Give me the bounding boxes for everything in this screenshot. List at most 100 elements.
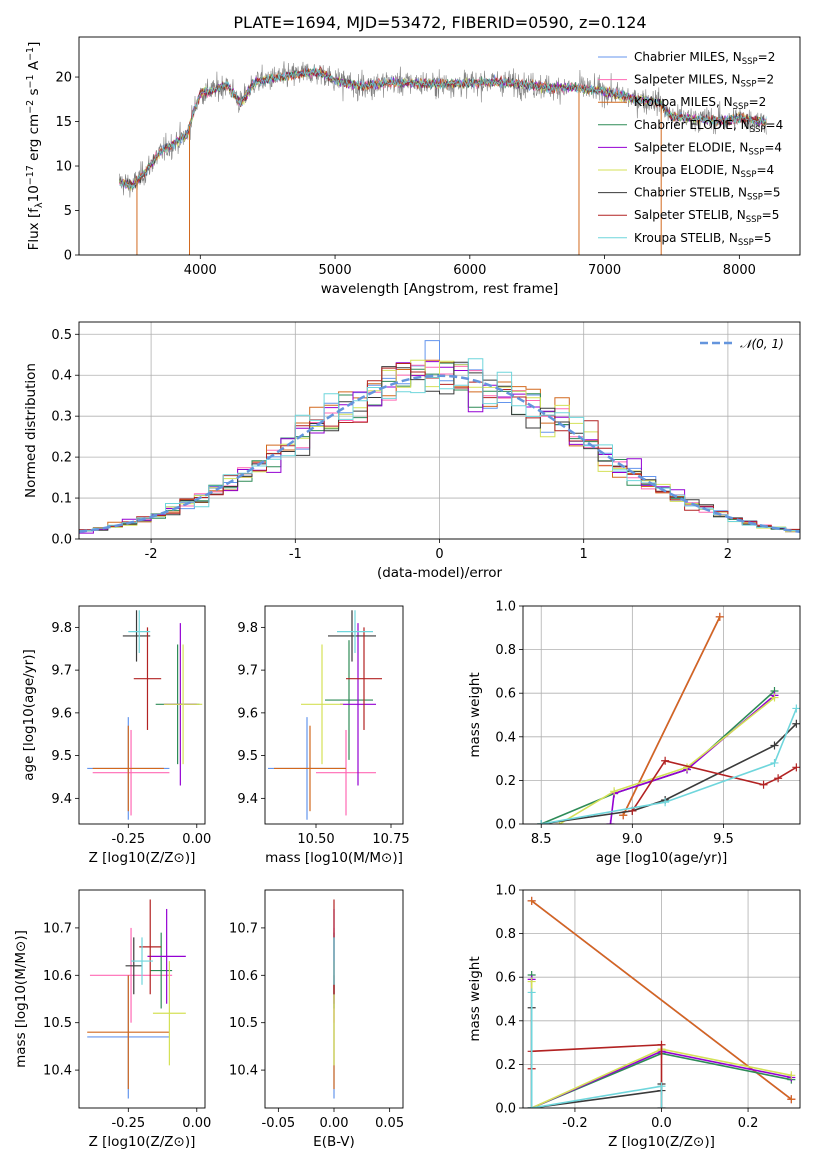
spectrum-xlabel: wavelength [Angstrom, rest frame] <box>321 281 559 297</box>
weight_vs_Z-frame <box>522 889 801 1109</box>
y-tick-label: 0.6 <box>495 971 516 986</box>
x-tick-label: -0.05 <box>262 1116 296 1131</box>
x-tick-label: -1 <box>289 547 302 562</box>
legend-label-tail: =4 <box>756 163 774 177</box>
spectrum-frame <box>78 36 801 256</box>
legend-label: Salpeter STELIB, NSSP=5 <box>634 208 779 225</box>
legend-label-main: Chabrier ELODIE, N <box>634 118 750 132</box>
residuals-axes: -2 -1 0 1 2 0.0 0.1 0.2 0.3 0.4 0.5 <box>51 322 800 562</box>
legend-label-tail: =5 <box>754 231 772 245</box>
age_vs_Z-xlabel: Z [log10(Z/Z⊙)] <box>89 850 196 866</box>
legend-label: Kroupa STELIB, NSSP=5 <box>634 231 772 248</box>
weight-marker <box>606 820 615 824</box>
weight-marker <box>787 1071 796 1080</box>
ylabel-part: A <box>26 60 42 74</box>
legend-label-tail: =2 <box>756 73 774 87</box>
y-tick-label: 0.4 <box>51 369 72 384</box>
legend-label: Kroupa MILES, NSSP=2 <box>634 95 766 112</box>
y-tick-label: 1.0 <box>495 600 516 615</box>
y-tick-label: 0.5 <box>51 328 72 343</box>
x-tick-label: -2 <box>145 547 158 562</box>
legend-label-sub: SSP <box>741 170 757 180</box>
x-tick-label: 5000 <box>319 263 352 278</box>
weight-marker <box>792 704 800 713</box>
y-tick-label: 9.8 <box>237 621 258 636</box>
ylabel-part: −1 <box>25 74 36 88</box>
age_vs_mass-axes: 10.50 10.75 9.4 9.5 9.6 9.7 9.8 <box>237 621 409 847</box>
age_vs_Z-axes: -0.25 0.00 9.4 9.5 9.6 9.7 9.8 <box>51 621 211 847</box>
y-tick-label: 0.0 <box>495 1102 516 1117</box>
x-tick-label: -0.25 <box>111 1116 145 1131</box>
weight-marker <box>661 756 670 765</box>
y-tick-label: 10.6 <box>229 969 258 984</box>
y-tick-label: 10.4 <box>43 1064 72 1079</box>
legend-label: Salpeter MILES, NSSP=2 <box>634 73 774 90</box>
residual-legend: 𝒩(0, 1) <box>700 337 784 351</box>
weight_vs_age-ylabel: mass weight <box>467 672 483 757</box>
weight-marker <box>770 758 779 767</box>
x-tick-label: 6000 <box>453 263 486 278</box>
x-tick-label: 0.2 <box>738 1116 759 1131</box>
x-tick-label: 7000 <box>588 263 621 278</box>
age_vs_Z-ylabel: age [log10(age/yr)] <box>21 649 37 781</box>
ylabel-part: s <box>26 88 42 99</box>
legend-label-sub: SSP <box>738 238 754 248</box>
legend-label-sub: SSP <box>733 102 749 112</box>
weight_vs_Z-ylabel: mass weight <box>467 956 483 1041</box>
spectrum-axes: 4000 5000 6000 7000 8000 0 5 10 15 20 <box>55 71 755 278</box>
x-tick-label: 2 <box>724 547 732 562</box>
weight_vs_age-axes: 8.5 9.0 9.5 0.0 0.2 0.4 0.6 0.8 1.0 <box>495 600 800 847</box>
ylabel-part: erg cm <box>26 114 42 165</box>
x-tick-label: 0.00 <box>182 832 211 847</box>
legend-label: 𝒩(0, 1) <box>740 337 784 351</box>
legend-label: Kroupa ELODIE, NSSP=4 <box>634 163 774 180</box>
x-tick-label: 0 <box>435 547 443 562</box>
y-tick-label: 10.4 <box>229 1064 258 1079</box>
y-tick-label: 0 <box>64 249 72 264</box>
age_vs_mass-xlabel: mass [log10(M/M⊙)] <box>265 850 403 866</box>
y-tick-label: 10.5 <box>229 1016 258 1031</box>
legend-label-tail: =4 <box>766 118 784 132</box>
x-tick-label: 0.00 <box>320 1116 349 1131</box>
y-tick-label: 10.5 <box>43 1016 72 1031</box>
weight-marker <box>661 798 670 807</box>
y-tick-label: 0.4 <box>495 1014 516 1029</box>
y-tick-label: 5 <box>64 204 72 219</box>
y-tick-label: 20 <box>55 71 72 86</box>
y-tick-label: 0.3 <box>51 410 72 425</box>
y-tick-label: 10.6 <box>43 969 72 984</box>
mass_vs_Z-points <box>87 899 186 1099</box>
legend-label-main: Salpeter STELIB, N <box>634 208 746 222</box>
age_vs_Z-frame <box>78 605 206 825</box>
y-tick-label: 1.0 <box>495 884 516 899</box>
y-tick-label: 15 <box>55 115 72 130</box>
y-tick-label: 0.0 <box>495 818 516 833</box>
legend-label-main: Kroupa MILES, N <box>634 95 733 109</box>
y-tick-label: 0.6 <box>495 687 516 702</box>
weight-marker <box>537 820 546 824</box>
y-tick-label: 9.4 <box>51 792 72 807</box>
x-tick-label: 10.75 <box>372 832 409 847</box>
weight-marker <box>774 774 783 783</box>
weight-marker <box>527 988 536 997</box>
legend-label-sub: SSP <box>747 193 763 203</box>
x-tick-label: 8.5 <box>531 832 552 847</box>
legend-label-main: Salpeter ELODIE, N <box>634 140 748 154</box>
y-tick-label: 9.8 <box>51 621 72 636</box>
age_vs_Z-points <box>87 610 203 820</box>
weight_vs_age-frame <box>522 605 801 825</box>
spectrum-lines <box>119 61 767 255</box>
y-tick-label: 0.8 <box>495 927 516 942</box>
x-tick-label: 10.50 <box>297 832 334 847</box>
weight-marker <box>715 612 724 621</box>
y-tick-label: 9.5 <box>51 749 72 764</box>
legend-label: Chabrier MILES, NSSP=2 <box>634 50 775 67</box>
weight-marker <box>527 896 536 905</box>
legend-label-main: Kroupa ELODIE, N <box>634 163 741 177</box>
ylabel-part: Flux [f <box>26 207 42 251</box>
ylabel-part: 10 <box>26 185 42 202</box>
weight_vs_Z-xlabel: Z [log10(Z/Z⊙)] <box>608 1134 715 1150</box>
x-tick-label: 1 <box>580 547 588 562</box>
x-tick-label: -0.2 <box>562 1116 587 1131</box>
y-tick-label: 9.4 <box>237 792 258 807</box>
